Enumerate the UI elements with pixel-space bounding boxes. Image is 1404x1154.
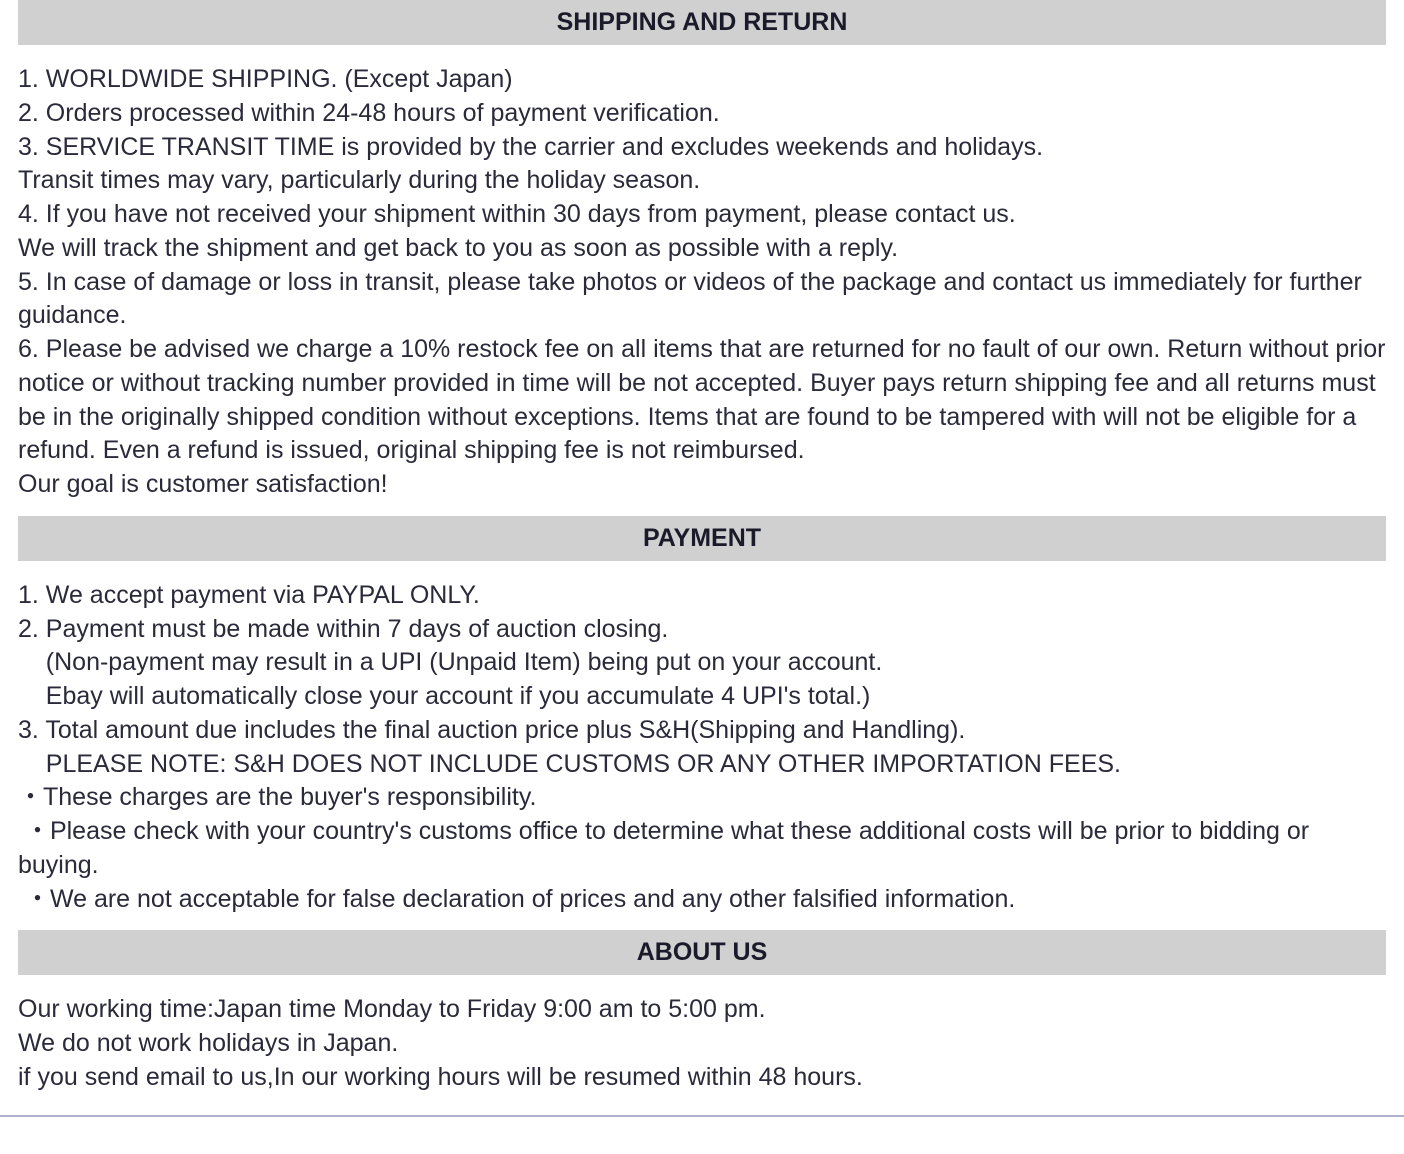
- about-us-body: Our working time:Japan time Monday to Fr…: [18, 993, 1386, 1094]
- about-us-header: ABOUT US: [18, 930, 1386, 975]
- payment-header: PAYMENT: [18, 516, 1386, 561]
- shipping-return-body: 1. WORLDWIDE SHIPPING. (Except Japan) 2.…: [18, 63, 1386, 502]
- shipping-return-header: SHIPPING AND RETURN: [18, 0, 1386, 45]
- payment-body: 1. We accept payment via PAYPAL ONLY. 2.…: [18, 579, 1386, 917]
- policy-document: SHIPPING AND RETURN 1. WORLDWIDE SHIPPIN…: [0, 0, 1404, 1117]
